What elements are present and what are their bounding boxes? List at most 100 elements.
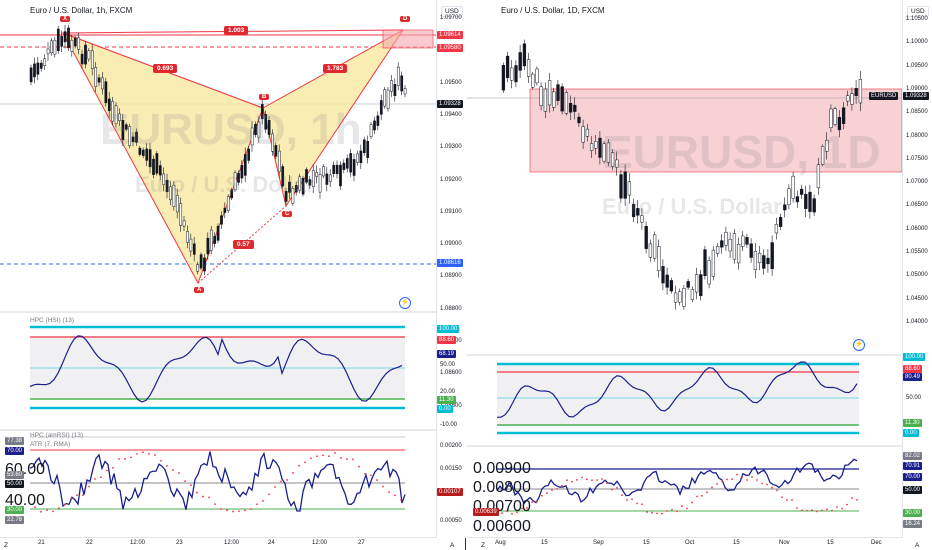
left-chart-pane[interactable]: Euro / U.S. Dollar, 1h, FXCM EURUSD, 1h … [0,0,467,550]
candle-body [213,236,217,244]
candle-body [543,88,548,112]
candle-body [335,164,339,175]
candle-body [277,150,281,172]
candle-body [172,184,176,207]
right-price-scale[interactable]: USD 1.10500 1.10000 1.09500 1.09000 1.08500 1… [869,0,932,538]
atr-dot [796,507,798,510]
right-hsi-tick: 50.00 [906,395,922,401]
atr-dot [616,486,618,489]
candle-body [339,164,342,187]
candle-body [131,136,135,143]
right-auto-scale-button[interactable]: A [915,542,920,549]
atr-dot [100,476,102,479]
right-chart-canvas[interactable] [467,0,932,550]
right-time-axis[interactable]: Aug 15 Sep 15 Oct 15 Nov 15 Dec [467,537,902,550]
left-symbol-title[interactable]: Euro / U.S. Dollar, 1h, FXCM [30,6,133,15]
lightning-icon-right[interactable]: ⚡ [853,339,865,351]
atr-dot [256,503,258,506]
right-currency-label[interactable]: USD [907,6,929,17]
right-zoom-button[interactable]: Z [481,542,485,549]
hsi-line [29,335,403,403]
right-time-label: 15 [541,540,548,546]
atr-dot [58,507,60,510]
atr-dot [244,509,246,512]
candle-body [328,174,332,182]
left-price-tick: 1.09100 [440,208,462,215]
atr-dot [801,509,803,512]
right-amrsi-tag: 16.24 [903,520,923,528]
hsi-range-fill [30,336,405,398]
atr-indicator-label[interactable]: ATR (7, RMA) [30,441,71,448]
candle-body [101,77,104,90]
candle-body [220,215,223,225]
left-time-label: 27 [358,540,365,546]
candle-body [589,143,594,151]
candle-body [610,152,615,167]
right-time-label: 15 [733,540,740,546]
atr-dot [561,484,563,487]
left-zoom-button[interactable]: Z [4,542,8,549]
left-price-scale[interactable]: USD 1.097001.096001.095001.094001.093001… [436,0,467,538]
atr-dot [40,510,42,513]
candle-body [829,108,833,128]
left-price-tick: 1.08900 [440,273,462,280]
left-time-label: 22 [86,540,93,546]
right-price-tick: 1.05000 [906,272,928,279]
left-auto-scale-button[interactable]: A [450,542,455,549]
candle-body [778,216,783,227]
atr-dot [292,472,294,474]
atr-dot [322,454,324,457]
atr-dot [310,457,312,460]
hsi-indicator-label[interactable]: HPC (HSI) (13) [30,317,75,324]
candle-body [556,84,560,101]
left-currency-label[interactable]: USD [441,6,463,17]
atr-dot [666,510,668,512]
candle-body [526,59,531,77]
candle-body [631,204,636,217]
atr-dot [701,494,703,497]
atr-dot [364,472,366,475]
candle-body [43,58,47,66]
atr-dot [394,494,396,497]
candle-body [379,100,383,115]
amrsi-scale-tag: 77.38 [5,437,25,445]
candle-body [547,80,552,106]
right-chart-pane[interactable]: Euro / U.S. Dollar, 1D, FXCM EURUSD, 1D … [467,0,932,550]
candle-body [694,274,699,293]
candle-body [770,242,774,269]
atr-dot [358,465,360,468]
right-price-tick: 1.04500 [906,295,928,302]
atr-dot [706,491,708,494]
left-chart-canvas[interactable] [0,0,466,550]
left-price-tick: 1.09000 [440,241,462,248]
candle-body [505,55,510,79]
atr-dot [851,497,853,499]
amrsi-indicator-label[interactable]: HPC (amRSI) (13) [30,432,84,439]
candle-body [783,204,787,211]
lightning-icon[interactable]: ⚡ [399,297,411,309]
atr-dot [521,507,523,510]
candle-body [152,158,155,175]
candle-body [226,196,230,211]
candle-body [189,238,193,252]
right-symbol-title[interactable]: Euro / U.S. Dollar, 1D, FXCM [501,6,605,15]
atr-dot [681,505,683,508]
atr-dot [526,507,528,509]
candle-body [192,243,196,255]
left-time-axis[interactable]: 21 22 12:00 23 12:00 24 12:00 27 [0,537,436,550]
atr-dot [556,488,558,490]
candle-body [288,181,291,193]
atr-dot [831,509,833,512]
amrsi-scale-tag: 70.00 [5,447,25,455]
candle-body [602,143,606,162]
candle-body [539,86,543,106]
atr-dot [541,494,543,497]
atr-dot [76,494,78,497]
atr-dot [328,455,330,458]
atr-dot [786,499,788,501]
candle-body [352,159,356,176]
candle-body [791,175,795,199]
candle-body [652,234,657,259]
atr-dot [388,491,390,494]
candle-body [741,235,745,247]
